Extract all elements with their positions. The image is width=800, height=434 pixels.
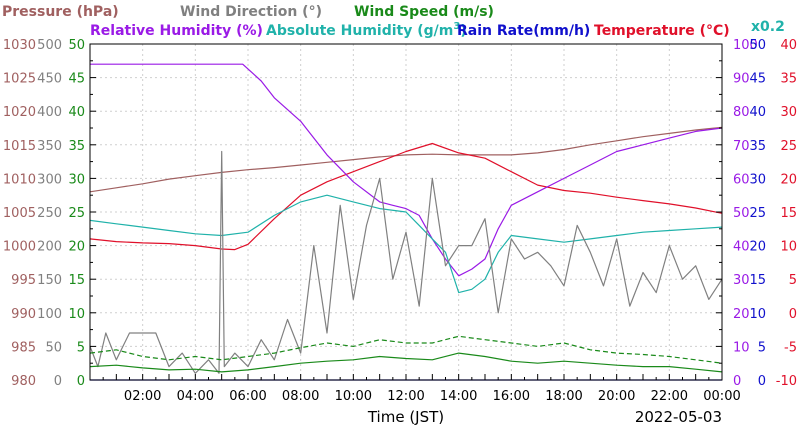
y-tick-label-rh: 70 — [733, 139, 750, 154]
y-tick-label-winddir: 300 — [37, 172, 62, 187]
series-line-windspeed — [89, 335, 723, 364]
x-tick-label: 00:00 — [703, 389, 740, 404]
y-tick-label-winddir: 350 — [37, 139, 62, 154]
x-tick-label: 10:00 — [335, 389, 372, 404]
y-tick-label-pressure: 1010 — [3, 172, 36, 187]
y-tick-label-pressure: 1025 — [3, 72, 36, 87]
y-tick-label-rh: 60 — [733, 172, 750, 187]
y-tick-label-rh: 10 — [733, 340, 750, 355]
y-tick-label-rain: 45 — [749, 72, 766, 87]
y-tick-label-winddir: 50 — [45, 340, 62, 355]
y-tick-label-winddir: 0 — [54, 374, 62, 389]
y-tick-label-windspeed: 35 — [68, 139, 85, 154]
y-tick-label-rh: 30 — [733, 273, 750, 288]
legend-pressure: Pressure (hPa) — [2, 4, 119, 20]
y-tick-label-winddir: 100 — [37, 307, 62, 322]
y-tick-label-rh: 50 — [733, 206, 750, 221]
y-tick-label-rh: 90 — [733, 72, 750, 87]
legend-scale-factor: x0.2 — [751, 19, 785, 35]
x-tick-label: 12:00 — [387, 389, 424, 404]
x-tick-label: 20:00 — [598, 389, 635, 404]
y-tick-label-temp: 35 — [780, 72, 797, 87]
y-tick-label-pressure: 1005 — [3, 206, 36, 221]
y-tick-label-temp: 30 — [780, 105, 797, 120]
y-tick-label-temp: -5 — [784, 340, 797, 355]
legend-wind-direction: Wind Direction (°) — [180, 4, 322, 20]
y-tick-label-windspeed: 25 — [68, 206, 85, 221]
y-tick-label-pressure: 980 — [11, 374, 36, 389]
series-line-rh — [89, 194, 723, 294]
series-line-windspeed — [89, 352, 723, 373]
y-tick-label-temp: 0 — [789, 307, 797, 322]
y-tick-label-winddir: 400 — [37, 105, 62, 120]
y-tick-label-pressure: 1000 — [3, 240, 36, 255]
y-tick-label-rain: 0 — [758, 374, 766, 389]
y-tick-label-rain: 20 — [749, 240, 766, 255]
y-tick-label-rh: 0 — [733, 374, 741, 389]
y-tick-label-pressure: 995 — [11, 273, 36, 288]
legend-temperature: Temperature (°C) — [594, 23, 730, 39]
axes-group: 02:00 04:00 06:00 08:00 10:00 12:00 14:00 16:00… — [3, 38, 797, 404]
y-tick-label-rh: 40 — [733, 240, 750, 255]
x-tick-label: 08:00 — [282, 389, 319, 404]
y-tick-label-windspeed: 45 — [68, 72, 85, 87]
y-tick-label-rain: 15 — [749, 273, 766, 288]
y-tick-label-rain: 25 — [749, 206, 766, 221]
y-tick-label-pressure: 985 — [11, 340, 36, 355]
y-tick-label-rh: 100 — [733, 38, 758, 53]
y-tick-label-rain: 30 — [749, 172, 766, 187]
y-tick-label-temp: 15 — [780, 206, 797, 221]
x-tick-label: 06:00 — [229, 389, 266, 404]
y-tick-label-winddir: 500 — [37, 38, 62, 53]
x-tick-label: 16:00 — [493, 389, 530, 404]
y-tick-label-winddir: 450 — [37, 72, 62, 87]
y-tick-label-temp: 25 — [780, 139, 797, 154]
x-tick-label: 04:00 — [177, 389, 214, 404]
y-tick-label-rain: 10 — [749, 307, 766, 322]
legend-absolute-humidity-sup: 3 — [453, 21, 460, 32]
legend-rain-rate: Rain Rate(mm/h) — [457, 23, 590, 39]
x-tick-label: 14:00 — [440, 389, 477, 404]
series-line-temp — [89, 142, 723, 251]
series-line-pressure — [89, 126, 723, 193]
y-tick-label-pressure: 1020 — [3, 105, 36, 120]
x-tick-label: 02:00 — [124, 389, 161, 404]
legend: Pressure (hPa) Wind Direction (°) Wind S… — [2, 4, 785, 39]
y-tick-label-pressure: 1015 — [3, 139, 36, 154]
y-tick-label-pressure: 990 — [11, 307, 36, 322]
x-tick-label: 22:00 — [651, 389, 688, 404]
y-tick-label-rain: 50 — [749, 38, 766, 53]
legend-wind-speed: Wind Speed (m/s) — [354, 4, 494, 20]
date-label: 2022-05-03 — [635, 408, 722, 426]
y-tick-label-rh: 20 — [733, 307, 750, 322]
y-tick-label-rh: 80 — [733, 105, 750, 120]
y-tick-label-pressure: 1030 — [3, 38, 36, 53]
x-axis-label: Time (JST) — [367, 408, 444, 426]
y-tick-label-windspeed: 0 — [77, 374, 85, 389]
y-tick-label-temp: 5 — [789, 273, 797, 288]
y-tick-label-windspeed: 30 — [68, 172, 85, 187]
y-tick-label-rain: 5 — [758, 340, 766, 355]
legend-absolute-humidity: Absolute Humidity (g/m3) — [266, 21, 467, 39]
series-line-winddir — [89, 150, 723, 374]
y-tick-label-winddir: 200 — [37, 240, 62, 255]
y-tick-label-windspeed: 50 — [68, 38, 85, 53]
series-line-rh — [90, 63, 723, 277]
y-tick-label-windspeed: 20 — [68, 240, 85, 255]
y-tick-label-windspeed: 40 — [68, 105, 85, 120]
y-tick-label-windspeed: 15 — [68, 273, 85, 288]
legend-relative-humidity: Relative Humidity (%) — [90, 23, 263, 39]
y-tick-label-temp: 20 — [780, 172, 797, 187]
y-tick-label-windspeed: 5 — [77, 340, 85, 355]
y-tick-label-temp: 10 — [780, 240, 797, 255]
y-tick-label-rain: 35 — [749, 139, 766, 154]
y-tick-label-temp: -10 — [776, 374, 797, 389]
y-tick-label-winddir: 250 — [37, 206, 62, 221]
y-tick-label-windspeed: 10 — [68, 307, 85, 322]
x-tick-label: 18:00 — [545, 389, 582, 404]
y-tick-label-temp: 40 — [780, 38, 797, 53]
y-tick-label-winddir: 150 — [37, 273, 62, 288]
y-tick-label-rain: 40 — [749, 105, 766, 120]
